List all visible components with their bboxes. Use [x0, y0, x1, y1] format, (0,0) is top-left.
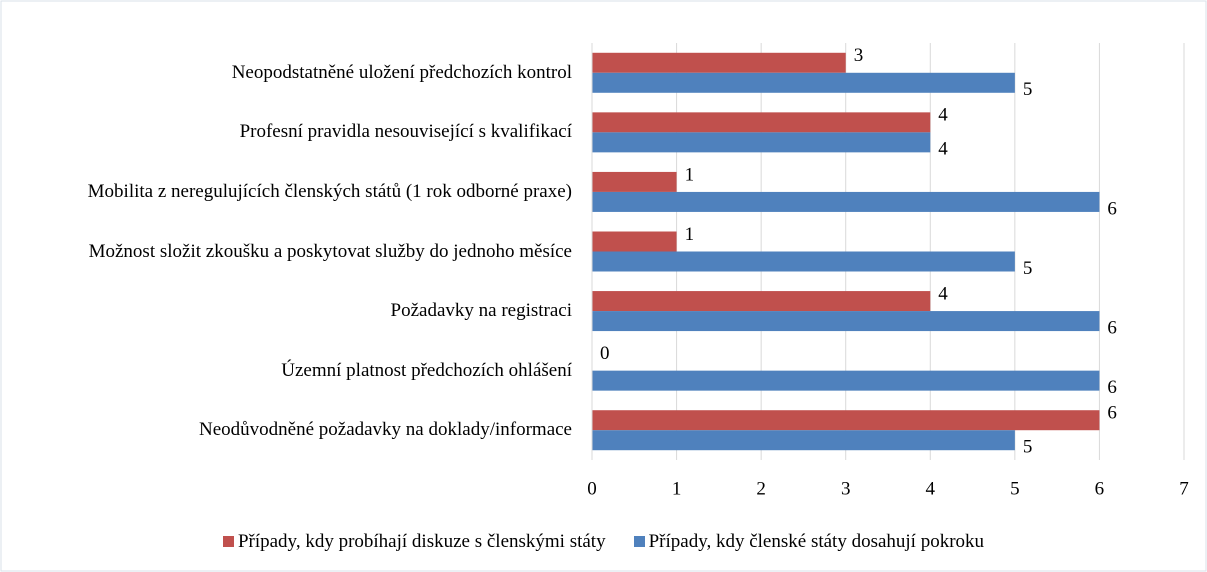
data-label: 6 — [1107, 317, 1117, 338]
data-label: 5 — [1023, 79, 1033, 100]
data-label: 6 — [1107, 403, 1117, 424]
bar — [592, 231, 677, 252]
bar — [592, 251, 1015, 272]
bar — [592, 191, 1100, 212]
y-tick-label: Neopodstatněné uložení předchozích kontr… — [12, 62, 572, 84]
data-label: 6 — [1107, 377, 1117, 398]
legend-item: Případy, kdy členské státy dosahují pokr… — [633, 531, 985, 553]
x-tick-label: 5 — [1010, 478, 1020, 499]
bar — [592, 430, 1015, 451]
bar — [592, 410, 1100, 431]
x-tick-label: 7 — [1179, 478, 1189, 499]
bar — [592, 370, 1100, 391]
data-label: 5 — [1023, 437, 1033, 458]
data-label: 6 — [1107, 198, 1117, 219]
bar — [592, 291, 931, 312]
y-tick-label: Požadavky na registraci — [12, 300, 572, 322]
x-tick-label: 1 — [672, 478, 682, 499]
x-tick-label: 4 — [926, 478, 936, 499]
x-tick-label: 0 — [587, 478, 597, 499]
data-label: 4 — [938, 139, 948, 160]
y-tick-label: Mobilita z neregulujících členských stát… — [12, 181, 572, 203]
data-label: 0 — [600, 343, 610, 364]
bar — [592, 132, 931, 153]
legend-swatch — [633, 536, 645, 547]
data-label: 1 — [685, 164, 695, 185]
legend-swatch — [222, 536, 234, 547]
bar — [592, 171, 677, 192]
y-tick-text: Požadavky na registraci — [390, 300, 572, 322]
y-tick-text: Územní platnost předchozích ohlášení — [281, 359, 572, 381]
legend-label: Případy, kdy členské státy dosahují pokr… — [648, 531, 985, 552]
bar — [592, 52, 846, 73]
y-tick-text: Neodůvodněné požadavky na doklady/inform… — [198, 419, 572, 441]
y-tick-label: Profesní pravidla nesouvisející s kvalif… — [12, 121, 572, 143]
y-tick-label: Územní platnost předchozích ohlášení — [12, 360, 572, 382]
bar — [592, 72, 1015, 93]
bar — [592, 112, 931, 133]
data-label: 4 — [938, 105, 948, 126]
data-label: 5 — [1023, 258, 1033, 279]
data-label: 3 — [854, 45, 864, 66]
legend-item: Případy, kdy probíhají diskuze s členský… — [222, 531, 606, 553]
data-label: 4 — [938, 283, 948, 304]
data-label: 1 — [685, 224, 695, 245]
y-tick-label: Možnost složit zkoušku a poskytovat služ… — [12, 241, 572, 263]
x-tick-label: 6 — [1095, 478, 1105, 499]
bar — [592, 311, 1100, 332]
x-tick-label: 2 — [756, 478, 766, 499]
x-tick-label: 3 — [841, 478, 851, 499]
y-tick-text: Možnost složit zkoušku a poskytovat služ… — [88, 240, 572, 262]
y-tick-text: Profesní pravidla nesouvisející s kvalif… — [239, 121, 572, 143]
y-tick-label: Neodůvodněné požadavky na doklady/inform… — [12, 419, 572, 441]
y-tick-text: Neopodstatněné uložení předchozích kontr… — [231, 61, 572, 83]
legend-label: Případy, kdy probíhají diskuze s členský… — [237, 531, 606, 552]
y-tick-text: Mobilita z neregulujících členských stát… — [87, 180, 572, 202]
legend: Případy, kdy probíhají diskuze s členský… — [0, 531, 1207, 553]
